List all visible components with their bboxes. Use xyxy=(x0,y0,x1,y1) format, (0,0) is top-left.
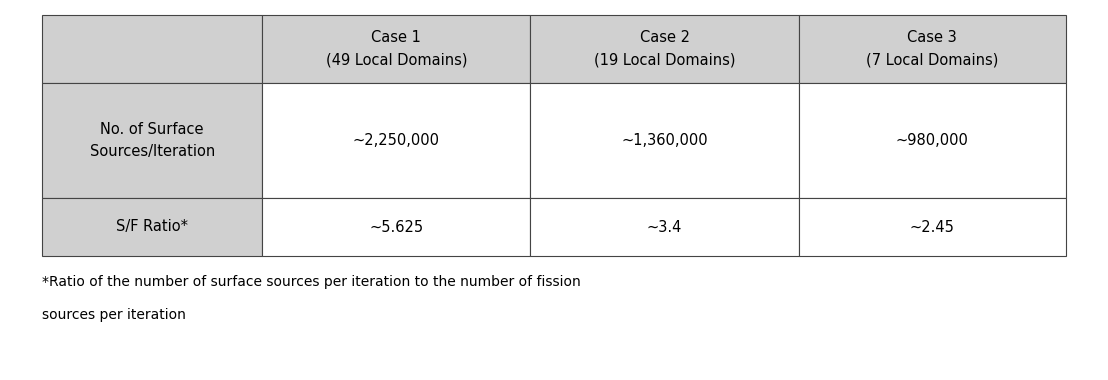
Bar xyxy=(263,15,531,83)
Bar xyxy=(263,198,531,256)
Text: Case 1
(49 Local Domains): Case 1 (49 Local Domains) xyxy=(326,30,468,68)
Text: sources per iteration: sources per iteration xyxy=(42,308,186,322)
Bar xyxy=(799,15,1066,83)
Bar xyxy=(799,198,1066,256)
Text: ~980,000: ~980,000 xyxy=(896,133,968,148)
Bar xyxy=(531,15,799,83)
Text: ~2.45: ~2.45 xyxy=(910,220,955,234)
Text: No. of Surface
Sources/Iteration: No. of Surface Sources/Iteration xyxy=(90,122,215,159)
Text: S/F Ratio*: S/F Ratio* xyxy=(116,220,188,234)
Text: Case 3
(7 Local Domains): Case 3 (7 Local Domains) xyxy=(866,30,998,68)
Bar xyxy=(42,198,263,256)
Text: ~3.4: ~3.4 xyxy=(647,220,683,234)
Bar xyxy=(42,83,263,198)
Text: ~1,360,000: ~1,360,000 xyxy=(622,133,708,148)
Bar xyxy=(531,198,799,256)
Bar xyxy=(531,83,799,198)
Bar xyxy=(799,83,1066,198)
Text: *Ratio of the number of surface sources per iteration to the number of fission: *Ratio of the number of surface sources … xyxy=(42,275,581,289)
Text: ~5.625: ~5.625 xyxy=(369,220,423,234)
Bar xyxy=(263,83,531,198)
Text: Case 2
(19 Local Domains): Case 2 (19 Local Domains) xyxy=(594,30,736,68)
Text: ~2,250,000: ~2,250,000 xyxy=(352,133,440,148)
Bar xyxy=(42,15,263,83)
